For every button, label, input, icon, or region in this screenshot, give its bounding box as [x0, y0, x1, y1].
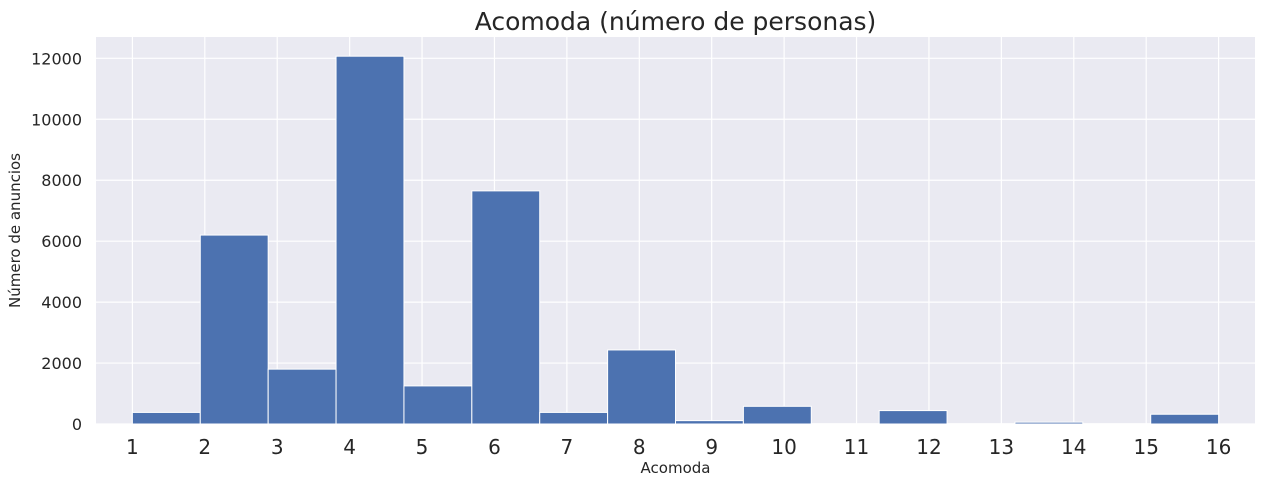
bar-6 — [471, 190, 541, 425]
x-tick-label: 7 — [561, 435, 574, 459]
bar-1 — [131, 411, 201, 425]
y-tick-label: 0 — [72, 415, 82, 434]
y-tick-label: 12000 — [31, 49, 82, 68]
y-tick-label: 6000 — [41, 232, 82, 251]
y-axis-ticks: 0 2000 4000 6000 8000 10000 12000 — [31, 49, 82, 434]
bar-14 — [1014, 421, 1084, 425]
bar-10 — [742, 405, 812, 425]
bar-9 — [675, 420, 744, 425]
x-tick-label: 2 — [198, 435, 211, 459]
bar-2 — [199, 234, 269, 425]
x-tick-label: 13 — [989, 435, 1014, 459]
x-tick-label: 12 — [916, 435, 941, 459]
x-tick-label: 16 — [1206, 435, 1231, 459]
x-tick-label: 1 — [126, 435, 139, 459]
y-tick-label: 8000 — [41, 171, 82, 190]
y-tick-label: 10000 — [31, 110, 82, 129]
x-tick-label: 6 — [488, 435, 501, 459]
x-tick-label: 15 — [1133, 435, 1158, 459]
x-tick-label: 11 — [844, 435, 869, 459]
y-tick-label: 2000 — [41, 354, 82, 373]
bar-4 — [335, 55, 405, 425]
y-tick-label: 4000 — [41, 293, 82, 312]
bars — [131, 55, 1220, 425]
bar-16 — [1150, 413, 1220, 425]
x-tick-label: 8 — [633, 435, 646, 459]
chart-title: Acomoda (número de personas) — [475, 7, 877, 36]
bar-8 — [607, 349, 677, 425]
bar-7 — [539, 411, 609, 425]
y-axis-label: Número de anuncios — [6, 153, 24, 308]
bar-3 — [267, 368, 337, 425]
x-axis-ticks: 1 2 3 4 5 6 7 8 9 10 11 12 13 14 15 16 — [126, 435, 1231, 459]
x-tick-label: 3 — [271, 435, 284, 459]
x-tick-label: 5 — [416, 435, 429, 459]
x-axis-label: Acomoda — [641, 459, 711, 477]
x-tick-label: 14 — [1061, 435, 1086, 459]
x-tick-label: 10 — [771, 435, 796, 459]
bar-5 — [403, 385, 473, 425]
x-tick-label: 9 — [705, 435, 718, 459]
bar-12 — [878, 410, 948, 425]
x-tick-label: 4 — [343, 435, 356, 459]
